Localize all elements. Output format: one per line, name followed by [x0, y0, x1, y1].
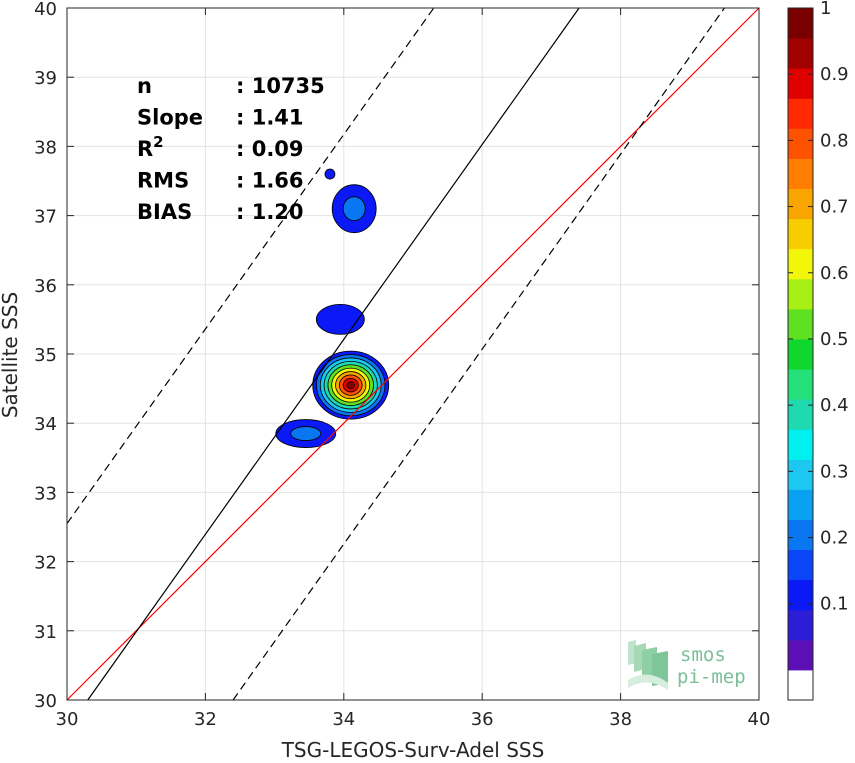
density-cluster	[324, 168, 336, 180]
logo-icon	[628, 640, 668, 690]
axis-ticks: 30 32 34 36 38 40 30 31 32 33 34 35 36 37 38 39 40	[34, 0, 770, 730]
colorbar-segment	[788, 429, 813, 460]
x-axis-title: TSG-LEGOS-Surv-Adel SSS	[281, 738, 545, 762]
y-tick-label: 31	[34, 622, 57, 643]
colorbar-label: 0.3	[820, 461, 849, 482]
colorbar-segment	[788, 459, 813, 490]
colorbar-segment	[788, 188, 813, 220]
x-tick-label: 32	[194, 709, 217, 730]
stat-value: : 0.09	[236, 137, 304, 161]
colorbar-segment	[788, 579, 813, 611]
y-tick-label: 35	[34, 345, 57, 366]
density-cluster	[290, 426, 322, 441]
y-tick-label: 40	[34, 0, 57, 20]
line-regression	[87, 7, 580, 701]
colorbar-segment	[788, 399, 813, 430]
colorbar-segment	[788, 248, 813, 280]
colorbar-segment	[788, 38, 813, 69]
colorbar-label: 0.1	[820, 594, 849, 615]
stat-key: RMS	[137, 169, 189, 193]
y-tick-label: 32	[34, 553, 57, 574]
x-tick-label: 40	[748, 709, 771, 730]
colorbar-segment	[788, 158, 813, 190]
logo-line2: pi-mep	[677, 666, 746, 688]
stat-superscript: 2	[153, 133, 163, 151]
line-one-to-one	[66, 7, 760, 701]
colorbar-segment	[788, 519, 813, 551]
reference-lines	[66, 7, 760, 701]
grid	[67, 8, 759, 700]
stat-value: : 1.66	[236, 169, 304, 193]
colorbar-segment	[788, 489, 813, 520]
stat-key: BIAS	[137, 200, 192, 224]
y-axis-title: Satellite SSS	[0, 292, 22, 418]
density-cluster	[315, 303, 365, 335]
colorbar-segment	[788, 369, 813, 400]
colorbar-segment	[788, 308, 813, 340]
line-offset-upper	[66, 7, 435, 524]
stat-key: n	[137, 74, 152, 98]
colorbar-segment	[788, 549, 813, 581]
y-tick-label: 37	[34, 207, 57, 228]
colorbar-segment	[788, 8, 813, 39]
colorbar: 0.1 0.2 0.3 0.4 0.5 0.6 0.7 0.8 0.9 1	[787, 0, 849, 701]
colorbar-segment	[788, 278, 813, 310]
density-cluster	[342, 196, 366, 222]
x-tick-label: 34	[332, 709, 355, 730]
y-tick-label: 38	[34, 137, 57, 158]
stat-value: : 1.41	[236, 106, 304, 130]
y-tick-label: 39	[34, 68, 57, 89]
stats-box: n : 10735 Slope : 1.41 R2 : 0.09 RMS : 1.66 BIAS…	[137, 74, 325, 224]
colorbar-segment	[788, 128, 813, 159]
colorbar-label: 1	[820, 0, 831, 19]
colorbar-segment	[788, 218, 813, 250]
colorbar-frame	[787, 7, 814, 701]
colorbar-label: 0.6	[820, 263, 849, 284]
colorbar-segment	[788, 68, 813, 99]
colorbar-label: 0.8	[820, 130, 849, 151]
colorbar-segment	[788, 338, 813, 370]
stat-key: Slope	[137, 106, 203, 130]
colorbar-label: 0.4	[820, 395, 849, 416]
x-tick-label: 36	[471, 709, 494, 730]
y-tick-label: 36	[34, 276, 57, 297]
smos-pimep-logo: smos pi-mep	[628, 640, 746, 690]
colorbar-segment	[788, 609, 813, 641]
density-cluster	[346, 381, 355, 389]
colorbar-segment	[788, 669, 813, 701]
stat-value: : 1.20	[236, 200, 304, 224]
x-tick-label: 30	[56, 709, 79, 730]
stat-key: R2	[137, 133, 164, 161]
colorbar-label: 0.7	[820, 197, 849, 218]
logo-line1: smos	[680, 644, 726, 666]
colorbar-label: 0.2	[820, 528, 849, 549]
y-tick-label: 34	[34, 414, 57, 435]
x-tick-label: 38	[609, 709, 632, 730]
y-tick-label: 30	[34, 691, 57, 712]
y-tick-label: 33	[34, 483, 57, 504]
colorbar-segment	[788, 639, 813, 671]
density-contours	[275, 168, 390, 448]
line-offset-lower	[232, 7, 725, 701]
colorbar-label: 0.5	[820, 329, 849, 350]
colorbar-segment	[788, 98, 813, 129]
colorbar-label: 0.9	[820, 64, 849, 85]
stat-value: : 10735	[236, 74, 325, 98]
